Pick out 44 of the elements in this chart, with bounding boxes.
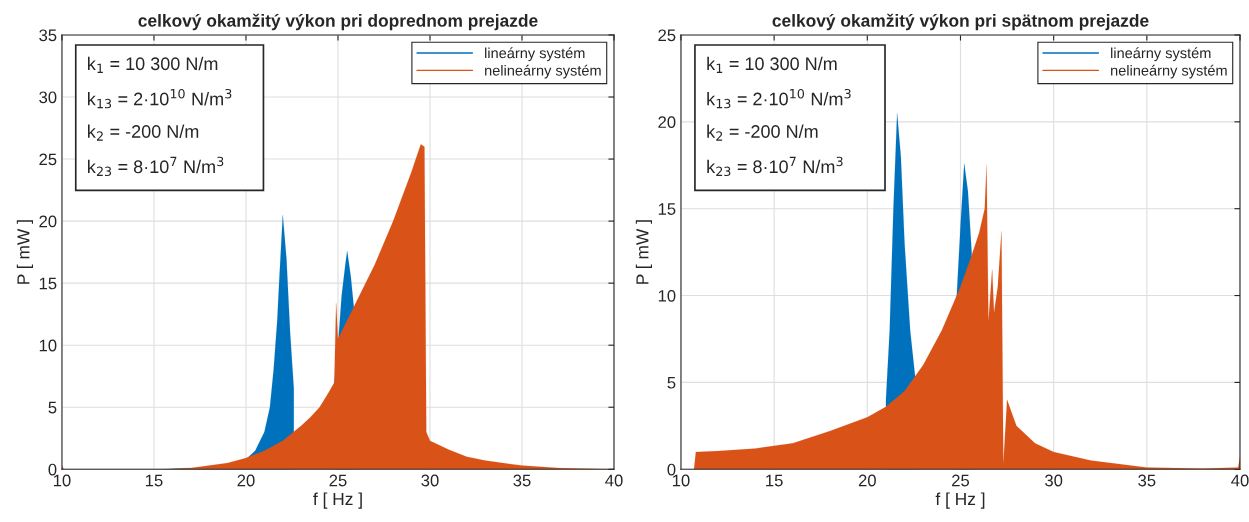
annotation: k$_{2}$ = -200 N/m [88,124,199,141]
y-tick-label: 35 [39,29,57,42]
x-tick-label: 40 [605,474,623,487]
annotation: k$_{13}$ = 2·10$^{10}$ N/m$^{3}$ [88,88,232,109]
x-axis-title: f [ Hz ] [313,492,362,509]
annotation: k$_{2}$ = -200 N/m [707,124,818,141]
y-tick-label: 20 [658,116,676,129]
y-tick-label: 15 [39,277,57,290]
x-tick-label: 15 [766,474,783,487]
y-tick-label: 15 [658,203,676,215]
legend-label: lineárny systém [485,47,585,62]
annotation: k$_{23}$ = 8·10$^{7}$ N/m$^{3}$ [707,156,843,177]
x-axis-title: f [ Hz ] [935,492,985,509]
chart-title: celkový okamžitý výkon pri doprednom prejazde [138,13,538,31]
x-tick-label: 20 [237,474,255,487]
y-tick-label: 10 [39,339,57,352]
x-tick-label: 35 [513,474,531,487]
x-tick-label: 20 [858,474,876,487]
y-tick-label: 20 [39,215,57,228]
x-tick-label: 25 [329,474,347,487]
y-tick-label: 30 [39,91,57,104]
chart-title: celkový okamžitý výkon pri spätnom prejazde [772,13,1149,31]
annotation: k$_{13}$ = 2·10$^{10}$ N/m$^{3}$ [707,88,851,109]
legend-label: lineárny systém [1111,47,1211,62]
x-tick-label: 30 [421,474,439,487]
legend-label: nelineárny systém [485,64,601,79]
x-tick-label: 35 [1138,474,1156,487]
annotation: k$_{23}$ = 8·10$^{7}$ N/m$^{3}$ [88,156,224,177]
y-axis-title: P [ mW ] [635,220,652,284]
x-tick-label: 15 [145,474,163,487]
annotation: k$_{1}$ = 10 300 N/m [88,56,218,73]
legend-label: nelineárny systém [1111,64,1227,79]
annotation: k$_{1}$ = 10 300 N/m [707,56,837,73]
x-tick-label: 40 [1231,474,1249,487]
y-tick-label: 25 [39,153,57,166]
x-tick-label: 25 [952,474,970,487]
x-tick-label: 30 [1045,474,1063,487]
y-axis-title: P [ mW ] [16,220,33,284]
y-tick-label: 0 [667,463,676,476]
y-tick-label: 5 [48,401,57,414]
y-tick-label: 5 [667,376,676,389]
y-tick-label: 25 [658,29,676,42]
y-tick-label: 10 [658,289,676,302]
y-tick-label: 0 [48,463,57,476]
